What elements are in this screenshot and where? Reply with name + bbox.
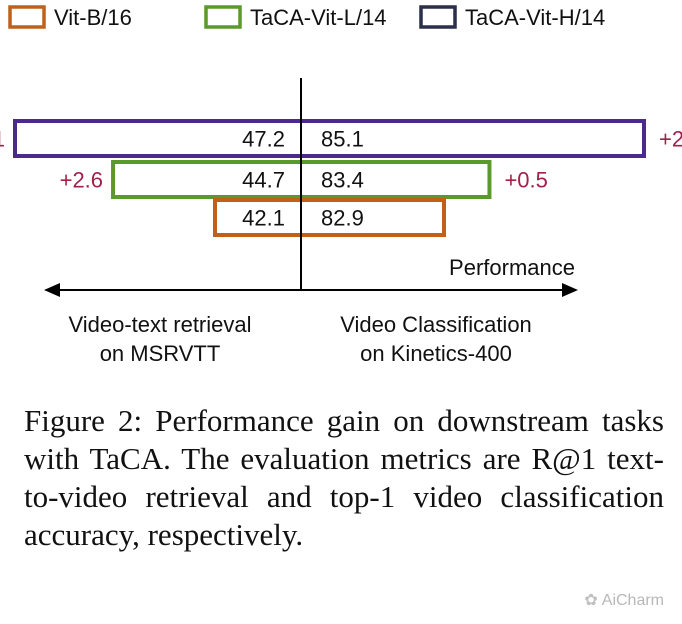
left-task-label: on MSRVTT — [100, 341, 221, 366]
wechat-icon: ✿ — [584, 592, 598, 609]
figure-caption: Figure 2: Performance gain on downstream… — [24, 403, 664, 552]
gain-label-left: +2.6 — [60, 168, 103, 193]
bar-value-left: 44.7 — [242, 168, 285, 193]
bar-value-right: 85.1 — [321, 127, 364, 152]
legend-swatch — [8, 5, 46, 29]
bar — [213, 198, 446, 237]
bar — [13, 119, 646, 158]
bar-value-right: 83.4 — [321, 168, 364, 193]
axis-arrow-left — [44, 283, 60, 297]
bar-value-left: 42.1 — [242, 206, 285, 231]
gain-label-right: +2.2 — [659, 127, 682, 152]
legend-label: TaCA-Vit-L/14 — [250, 5, 387, 30]
watermark: ✿ AiCharm — [584, 590, 664, 610]
right-task-label: on Kinetics-400 — [360, 341, 512, 366]
legend-swatch — [204, 5, 242, 29]
axis: Performance Video-text retrieval on MSRVTT… — [44, 78, 578, 366]
legend-label: TaCA-Vit-H/14 — [465, 5, 605, 30]
gain-label-left: +5.1 — [0, 127, 5, 152]
axis-arrow-right — [562, 283, 578, 297]
left-task-label: Video-text retrieval — [68, 312, 251, 337]
watermark-text: AiCharm — [601, 592, 664, 609]
gain-label-right: +0.5 — [504, 168, 547, 193]
legend-label: Vit-B/16 — [54, 5, 132, 30]
legend: Vit-B/16 TaCA-Vit-L/14 TaCA-Vit-H/14 — [8, 5, 605, 30]
legend-swatch — [419, 5, 457, 29]
axis-label: Performance — [449, 255, 575, 280]
chart: Vit-B/16 TaCA-Vit-L/14 TaCA-Vit-H/14 47.2 8… — [0, 5, 682, 366]
bars: 47.2 85.1 +5.1 +2.2 44.7 83.4 +2.6 +0.5 42.1 82.9 — [0, 119, 682, 237]
right-task-label: Video Classification — [340, 312, 532, 337]
bar-value-right: 82.9 — [321, 206, 364, 231]
bar-value-left: 47.2 — [242, 127, 285, 152]
